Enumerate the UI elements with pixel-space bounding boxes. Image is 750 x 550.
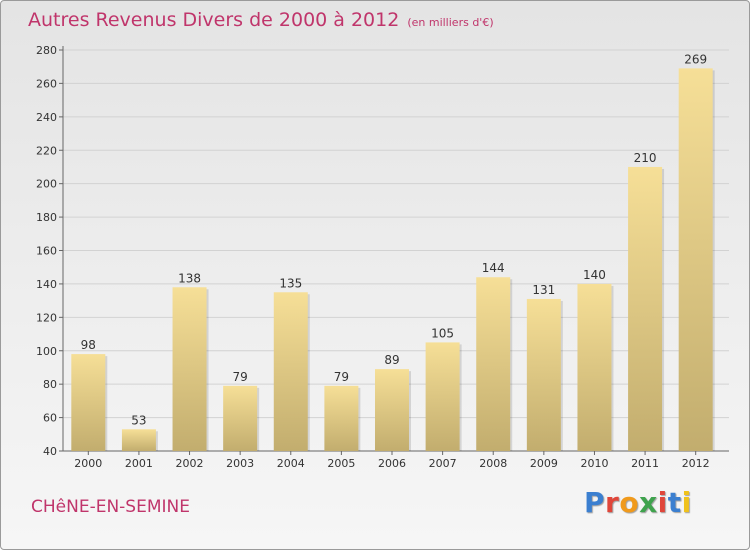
y-tick-label: 180 (36, 211, 57, 224)
y-tick-label: 80 (43, 378, 57, 391)
proxiti-logo[interactable]: Proxiti (584, 486, 692, 519)
y-tick-label: 40 (43, 445, 57, 458)
title-unit: (en milliers d'€) (407, 16, 494, 29)
x-tick-label: 2006 (378, 457, 406, 470)
logo-letter: i (657, 486, 668, 519)
y-tick-label: 220 (36, 144, 57, 157)
y-tick-label: 100 (36, 345, 57, 358)
logo-letter: o (619, 486, 640, 519)
data-label: 210 (634, 151, 657, 165)
data-label: 79 (334, 370, 349, 384)
bar (172, 287, 207, 451)
bar (121, 429, 156, 451)
logo-letter: t (667, 486, 682, 519)
y-tick-label: 140 (36, 278, 57, 291)
axes: 40 60 80 100 120 140 160 180 200 220 240 260 280 2000… (36, 44, 729, 470)
data-label: 79 (233, 370, 248, 384)
y-tick-label: 160 (36, 245, 57, 258)
data-label: 98 (81, 338, 96, 352)
bar (526, 298, 561, 451)
data-label: 144 (482, 261, 505, 275)
data-label: 135 (279, 276, 302, 290)
y-tick-label: 120 (36, 311, 57, 324)
bar (476, 277, 511, 451)
x-tick-label: 2012 (682, 457, 710, 470)
labels: 98 53 138 79 135 79 89 105 144 131 140 210 269 (81, 52, 707, 427)
x-tick-label: 2008 (479, 457, 507, 470)
x-tick-label: 2002 (176, 457, 204, 470)
x-tick-label: 2004 (277, 457, 305, 470)
logo-letter: r (605, 486, 620, 519)
x-tick-label: 2010 (580, 457, 608, 470)
bars (71, 68, 715, 452)
y-tick-label: 240 (36, 111, 57, 124)
logo-letter: x (639, 486, 658, 519)
x-tick-label: 2009 (530, 457, 558, 470)
bar (71, 354, 106, 451)
y-tick-label: 60 (43, 412, 57, 425)
logo-letter: i (681, 486, 692, 519)
y-tick-label: 260 (36, 77, 57, 90)
bar (324, 385, 359, 451)
data-label: 138 (178, 271, 201, 285)
bar (223, 385, 258, 451)
x-tick-label: 2011 (631, 457, 659, 470)
x-tick-label: 2000 (74, 457, 102, 470)
logo-letter: P (584, 486, 606, 519)
x-tick-label: 2005 (327, 457, 355, 470)
data-label: 89 (384, 353, 399, 367)
data-label: 140 (583, 268, 606, 282)
x-tick-label: 2001 (125, 457, 153, 470)
title-text: Autres Revenus Divers de 2000 à 2012 (28, 9, 400, 31)
data-label: 131 (532, 283, 555, 297)
data-label: 269 (684, 52, 707, 66)
chart-title: Autres Revenus Divers de 2000 à 2012 (en … (28, 9, 494, 31)
bar (375, 369, 409, 451)
bar (577, 283, 612, 451)
bar (425, 342, 460, 451)
data-label: 105 (431, 326, 454, 340)
x-tick-label: 2003 (226, 457, 254, 470)
x-tick-label: 2007 (429, 457, 457, 470)
y-tick-label: 280 (36, 44, 57, 57)
bar (678, 68, 713, 452)
commune-name: CHêNE-EN-SEMINE (31, 497, 190, 517)
bar (273, 292, 308, 451)
bar (628, 166, 663, 452)
data-label: 53 (131, 413, 146, 427)
y-tick-label: 200 (36, 178, 57, 191)
